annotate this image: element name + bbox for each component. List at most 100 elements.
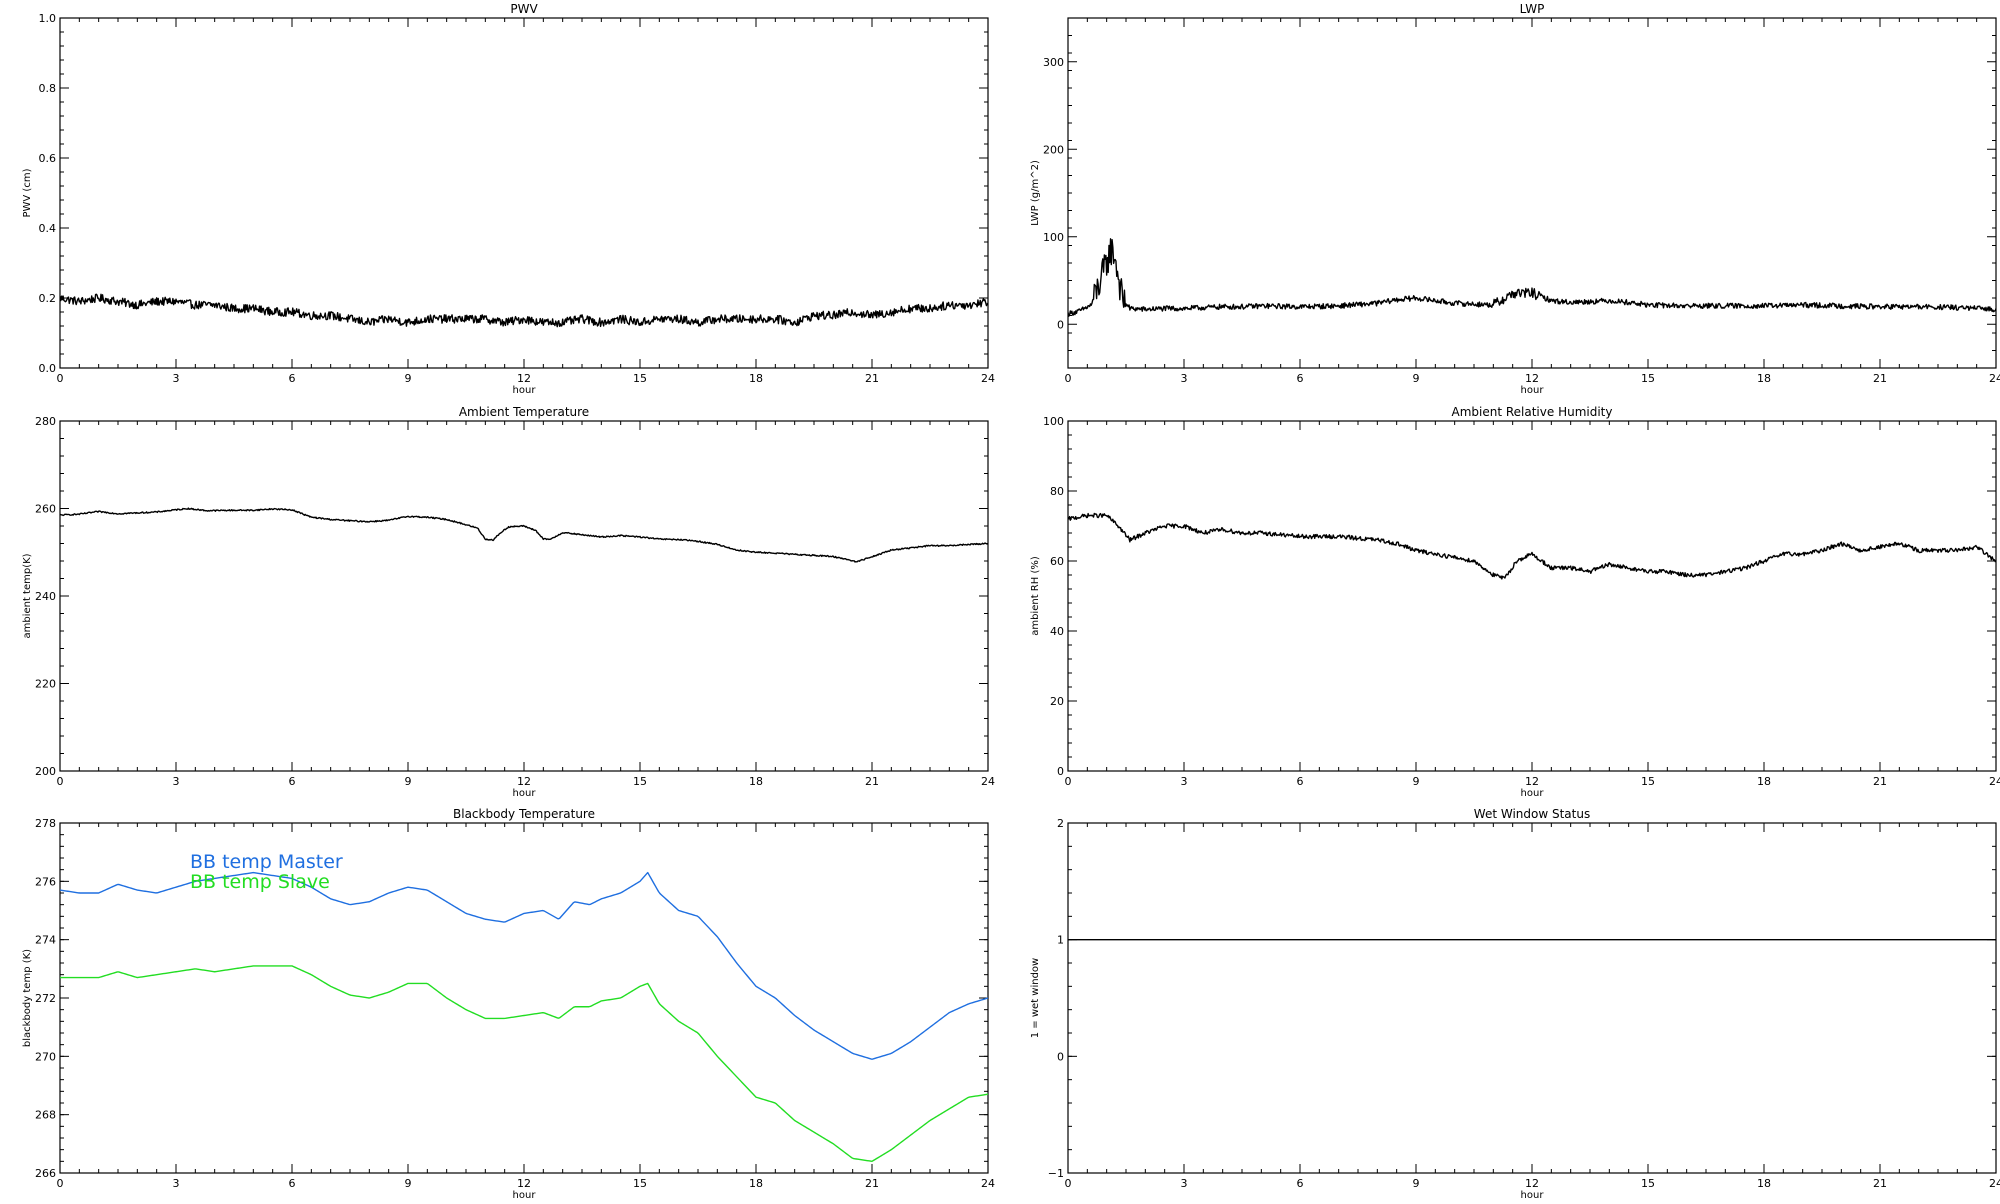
y-tick-label: 100 bbox=[1043, 415, 1064, 428]
y-tick-label: 60 bbox=[1050, 555, 1064, 568]
y-tick-label: 200 bbox=[35, 765, 56, 778]
x-tick-label: 6 bbox=[1297, 1177, 1304, 1190]
series-line-1 bbox=[60, 293, 988, 328]
y-tick-label: 260 bbox=[35, 503, 56, 516]
x-tick-label: 3 bbox=[1181, 1177, 1188, 1190]
x-tick-label: 21 bbox=[1873, 1177, 1887, 1190]
chart-title: PWV bbox=[510, 2, 538, 16]
x-tick-label: 3 bbox=[1181, 372, 1188, 385]
x-axis-label: hour bbox=[1521, 1190, 1545, 1200]
y-tick-label: 100 bbox=[1043, 231, 1064, 244]
y-tick-label: 0 bbox=[1057, 765, 1064, 778]
y-tick-label: 80 bbox=[1050, 485, 1064, 498]
x-tick-label: 24 bbox=[981, 1177, 995, 1190]
x-tick-label: 6 bbox=[1297, 372, 1304, 385]
y-tick-label: 0.0 bbox=[39, 362, 57, 375]
panel-4: 0 3 6 9 12 15 18 21 24 0 20 40 60 80 100 Ambient Relati… bbox=[1030, 405, 2000, 799]
x-axis-label: hour bbox=[513, 1190, 537, 1200]
x-tick-label: 6 bbox=[289, 1177, 296, 1190]
y-tick-label: 1 bbox=[1057, 934, 1064, 947]
panel-2: 0 3 6 9 12 15 18 21 24 0 100 200 300 LWP hour LWP (g/m^… bbox=[1030, 2, 2000, 396]
x-axis-label: hour bbox=[1521, 385, 1545, 396]
x-tick-label: 15 bbox=[633, 775, 647, 788]
y-tick-label: 272 bbox=[35, 992, 56, 1005]
y-tick-label: 0.8 bbox=[39, 82, 57, 95]
x-tick-label: 15 bbox=[633, 1177, 647, 1190]
y-tick-label: 200 bbox=[1043, 143, 1064, 156]
chart-title: LWP bbox=[1520, 2, 1545, 16]
x-tick-label: 12 bbox=[1525, 372, 1539, 385]
x-tick-label: 21 bbox=[865, 1177, 879, 1190]
series-line-1 bbox=[1068, 238, 1996, 317]
x-tick-label: 18 bbox=[749, 775, 763, 788]
panel-3: 0 3 6 9 12 15 18 21 24 200 220 240 260 280 Ambient Tem… bbox=[22, 405, 995, 799]
y-tick-label: 276 bbox=[35, 875, 56, 888]
x-tick-label: 12 bbox=[517, 1177, 531, 1190]
x-tick-label: 9 bbox=[1413, 775, 1420, 788]
y-tick-label: 266 bbox=[35, 1167, 56, 1180]
series-line-1 bbox=[60, 871, 988, 1060]
x-tick-label: 6 bbox=[1297, 775, 1304, 788]
x-tick-label: 12 bbox=[517, 775, 531, 788]
y-tick-label: 280 bbox=[35, 415, 56, 428]
x-tick-label: 21 bbox=[1873, 372, 1887, 385]
y-tick-label: 0.6 bbox=[39, 152, 57, 165]
plot-frame bbox=[1067, 17, 1997, 369]
x-tick-label: 0 bbox=[57, 1177, 64, 1190]
x-tick-label: 0 bbox=[1065, 1177, 1072, 1190]
plot-frame bbox=[59, 420, 989, 772]
y-axis-label: blackbody temp (K) bbox=[22, 949, 33, 1047]
x-tick-label: 18 bbox=[749, 1177, 763, 1190]
x-tick-label: 15 bbox=[633, 372, 647, 385]
x-tick-label: 3 bbox=[173, 372, 180, 385]
x-tick-label: 24 bbox=[1989, 1177, 2000, 1190]
x-tick-label: 0 bbox=[1065, 775, 1072, 788]
x-tick-label: 21 bbox=[1873, 775, 1887, 788]
x-axis-label: hour bbox=[513, 788, 537, 799]
y-axis-label: 1 = wet window bbox=[1030, 958, 1041, 1038]
x-tick-label: 18 bbox=[1757, 775, 1771, 788]
y-tick-label: 274 bbox=[35, 934, 56, 947]
y-axis-label: LWP (g/m^2) bbox=[1030, 160, 1041, 226]
x-tick-label: 9 bbox=[405, 372, 412, 385]
series-line-1 bbox=[60, 507, 988, 563]
y-tick-label: 278 bbox=[35, 817, 56, 830]
x-tick-label: 0 bbox=[57, 775, 64, 788]
series-line-2 bbox=[60, 965, 988, 1163]
legend-entry: BB temp Master bbox=[190, 851, 343, 873]
y-axis-label: ambient RH (%) bbox=[1030, 556, 1041, 636]
legend-entry: BB temp Slave bbox=[190, 871, 330, 893]
x-tick-label: 18 bbox=[1757, 372, 1771, 385]
x-tick-label: 9 bbox=[405, 775, 412, 788]
x-tick-label: 15 bbox=[1641, 372, 1655, 385]
y-tick-label: 40 bbox=[1050, 625, 1064, 638]
x-tick-label: 3 bbox=[173, 1177, 180, 1190]
plot-frame bbox=[1067, 420, 1997, 772]
x-tick-label: 3 bbox=[1181, 775, 1188, 788]
x-tick-label: 6 bbox=[289, 775, 296, 788]
x-tick-label: 15 bbox=[1641, 775, 1655, 788]
y-tick-label: 0.2 bbox=[39, 292, 57, 305]
y-tick-label: 268 bbox=[35, 1109, 56, 1122]
x-tick-label: 12 bbox=[517, 372, 531, 385]
x-tick-label: 9 bbox=[1413, 1177, 1420, 1190]
y-tick-label: 0 bbox=[1057, 318, 1064, 331]
x-tick-label: 18 bbox=[749, 372, 763, 385]
x-tick-label: 21 bbox=[865, 775, 879, 788]
y-axis-label: PWV (cm) bbox=[22, 168, 33, 217]
y-tick-label: 0.4 bbox=[39, 222, 57, 235]
x-tick-label: 9 bbox=[1413, 372, 1420, 385]
x-tick-label: 24 bbox=[1989, 775, 2000, 788]
plot-frame bbox=[1067, 822, 1997, 1174]
y-tick-label: −1 bbox=[1048, 1167, 1064, 1180]
x-tick-label: 24 bbox=[981, 372, 995, 385]
chart-title: Blackbody Temperature bbox=[453, 807, 595, 821]
x-tick-label: 24 bbox=[981, 775, 995, 788]
panel-5: 0 3 6 9 12 15 18 21 24 266 268 270 272 274 276 278 Black… bbox=[22, 807, 995, 1201]
y-tick-label: 1.0 bbox=[39, 12, 57, 25]
y-tick-label: 220 bbox=[35, 678, 56, 691]
x-tick-label: 0 bbox=[57, 372, 64, 385]
panel-1: 0 3 6 9 12 15 18 21 24 0.0 0.2 0.4 0.6 0.8 1.0 PWV hour P… bbox=[22, 2, 995, 396]
y-tick-label: 0 bbox=[1057, 1050, 1064, 1063]
